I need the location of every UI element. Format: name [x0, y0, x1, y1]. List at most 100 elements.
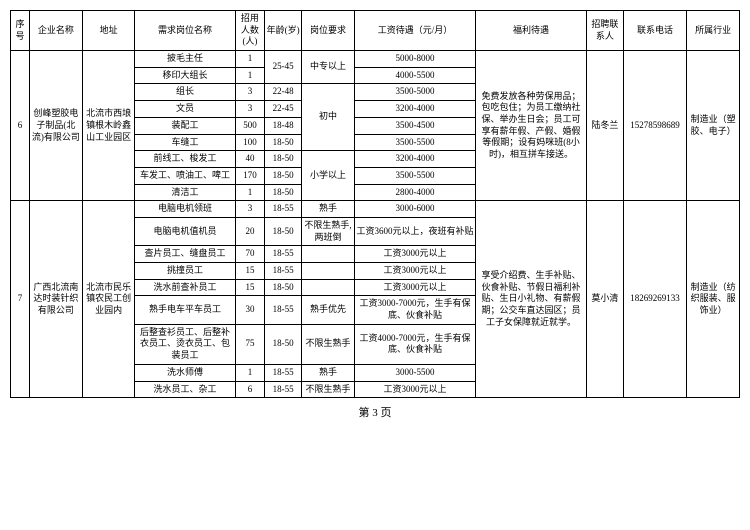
cell-salary: 工资3000元以上 [354, 381, 475, 398]
cell-salary: 3500-5500 [354, 134, 475, 151]
cell-req: 熟手 [302, 201, 355, 218]
cell-salary: 工资3600元以上，夜班有补贴 [354, 217, 475, 245]
cell-seq: 7 [11, 201, 30, 398]
cell-salary: 3500-5000 [354, 84, 475, 101]
table-row: 7广西北流南达时装针织有限公司北流市民乐镇农民工创业园内电脑电机领班318-55… [11, 201, 740, 218]
cell-job: 前线工、梭发工 [135, 151, 235, 168]
cell-industry: 制造业（纺织服装、服饰业） [687, 201, 740, 398]
cell-contact: 莫小清 [586, 201, 623, 398]
cell-age: 18-50 [265, 134, 302, 151]
cell-count: 500 [235, 117, 265, 134]
header-row: 序号 企业名称 地址 需求岗位名称 招用人数(人) 年龄(岁) 岗位要求 工资待… [11, 11, 740, 51]
cell-req: 熟手优先 [302, 296, 355, 324]
cell-job: 查片员工、缝盘员工 [135, 246, 235, 263]
cell-job: 电脑电机值机员 [135, 217, 235, 245]
cell-req: 小学以上 [302, 151, 355, 201]
cell-salary: 3500-4500 [354, 117, 475, 134]
cell-benefit: 免费发放各种劳保用品；包吃包住；为员工缴纳社保、举办生日会；员工可享有薪年假、产… [476, 51, 587, 201]
cell-req: 不限生熟手 [302, 324, 355, 364]
cell-age: 22-48 [265, 84, 302, 101]
h-req: 岗位要求 [302, 11, 355, 51]
cell-count: 15 [235, 263, 265, 280]
cell-job: 车缝工 [135, 134, 235, 151]
cell-job: 装配工 [135, 117, 235, 134]
cell-phone: 18269269133 [623, 201, 686, 398]
cell-salary: 工资3000元以上 [354, 246, 475, 263]
cell-age: 18-55 [265, 364, 302, 381]
cell-salary: 5000-8000 [354, 51, 475, 68]
cell-age: 18-55 [265, 381, 302, 398]
cell-job: 车发工、喷油工、啤工 [135, 167, 235, 184]
cell-address: 北流市西埌镇根木岭鑫山工业园区 [82, 51, 135, 201]
cell-salary: 4000-5500 [354, 67, 475, 84]
cell-job: 熟手电车平车员工 [135, 296, 235, 324]
cell-age: 18-50 [265, 167, 302, 184]
cell-salary: 工资4000-7000元，生手有保底、伙食补贴 [354, 324, 475, 364]
cell-req: 不限生熟手 [302, 381, 355, 398]
cell-job: 洗水员工、杂工 [135, 381, 235, 398]
cell-benefit: 享受介绍费、生手补贴、伙食补贴、节假日福利补贴、生日小礼物、有薪假期；公交车直达… [476, 201, 587, 398]
cell-age: 18-55 [265, 263, 302, 280]
table-row: 6创峰塑胶电子制品(北流)有限公司北流市西埌镇根木岭鑫山工业园区披毛主任125-… [11, 51, 740, 68]
cell-age: 18-55 [265, 201, 302, 218]
recruitment-table: 序号 企业名称 地址 需求岗位名称 招用人数(人) 年龄(岁) 岗位要求 工资待… [10, 10, 740, 398]
cell-phone: 15278598689 [623, 51, 686, 201]
cell-count: 100 [235, 134, 265, 151]
cell-age: 18-48 [265, 117, 302, 134]
cell-job: 清洁工 [135, 184, 235, 201]
h-industry: 所属行业 [687, 11, 740, 51]
cell-req: 熟手 [302, 364, 355, 381]
cell-address: 北流市民乐镇农民工创业园内 [82, 201, 135, 398]
cell-age: 18-55 [265, 246, 302, 263]
cell-job: 披毛主任 [135, 51, 235, 68]
cell-req [302, 263, 355, 280]
cell-count: 3 [235, 101, 265, 118]
cell-salary: 2800-4000 [354, 184, 475, 201]
cell-salary: 3500-5500 [354, 167, 475, 184]
cell-salary: 工资3000元以上 [354, 263, 475, 280]
cell-job: 挑撞员工 [135, 263, 235, 280]
h-company: 企业名称 [29, 11, 82, 51]
cell-company: 广西北流南达时装针织有限公司 [29, 201, 82, 398]
h-age: 年龄(岁) [265, 11, 302, 51]
cell-count: 75 [235, 324, 265, 364]
cell-job: 文员 [135, 101, 235, 118]
cell-company: 创峰塑胶电子制品(北流)有限公司 [29, 51, 82, 201]
cell-job: 电脑电机领班 [135, 201, 235, 218]
h-salary: 工资待遇（元/月） [354, 11, 475, 51]
cell-job: 后整查衫员工、后整补衣员工、烫衣员工、包装员工 [135, 324, 235, 364]
cell-count: 20 [235, 217, 265, 245]
cell-req [302, 246, 355, 263]
h-address: 地址 [82, 11, 135, 51]
cell-count: 170 [235, 167, 265, 184]
cell-req [302, 279, 355, 296]
cell-req: 不限生熟手,两班倒 [302, 217, 355, 245]
cell-req: 中专以上 [302, 51, 355, 84]
cell-age: 18-50 [265, 151, 302, 168]
cell-contact: 陆冬兰 [586, 51, 623, 201]
cell-age: 18-50 [265, 324, 302, 364]
cell-salary: 3000-5500 [354, 364, 475, 381]
cell-count: 6 [235, 381, 265, 398]
cell-count: 1 [235, 51, 265, 68]
h-seq: 序号 [11, 11, 30, 51]
cell-job: 移印大组长 [135, 67, 235, 84]
cell-count: 1 [235, 184, 265, 201]
cell-count: 3 [235, 84, 265, 101]
cell-age: 18-50 [265, 217, 302, 245]
cell-age: 18-50 [265, 184, 302, 201]
cell-salary: 3200-4000 [354, 101, 475, 118]
h-job: 需求岗位名称 [135, 11, 235, 51]
h-contact: 招聘联系人 [586, 11, 623, 51]
cell-salary: 工资3000-7000元，生手有保底、伙食补贴 [354, 296, 475, 324]
cell-age: 18-55 [265, 296, 302, 324]
cell-count: 1 [235, 364, 265, 381]
cell-count: 3 [235, 201, 265, 218]
cell-count: 40 [235, 151, 265, 168]
cell-job: 组长 [135, 84, 235, 101]
cell-age: 18-50 [265, 279, 302, 296]
cell-salary: 3000-6000 [354, 201, 475, 218]
cell-age: 25-45 [265, 51, 302, 84]
cell-job: 洗水师傅 [135, 364, 235, 381]
h-phone: 联系电话 [623, 11, 686, 51]
